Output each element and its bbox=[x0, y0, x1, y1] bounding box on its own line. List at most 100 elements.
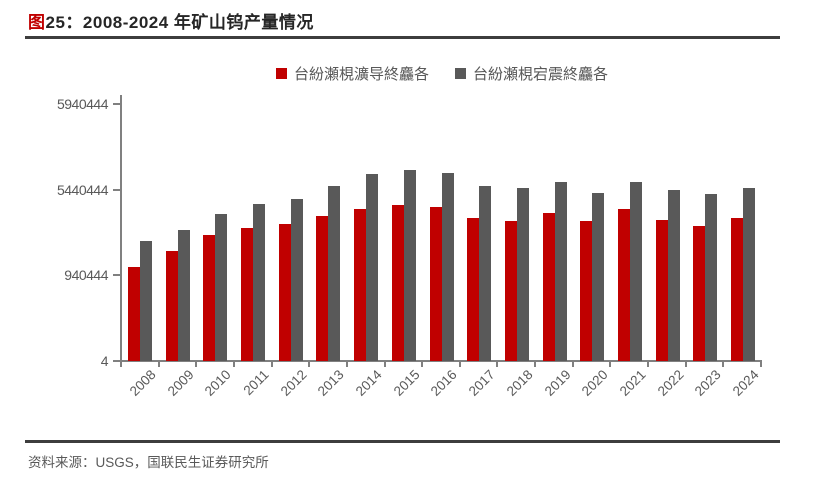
y-axis-tick-label: 4 bbox=[100, 353, 109, 369]
bar-series-2-2014 bbox=[366, 174, 379, 361]
x-axis-tick bbox=[458, 362, 461, 367]
x-axis-tick bbox=[571, 362, 574, 367]
x-axis-label-2017: 2017 bbox=[465, 367, 498, 399]
x-axis-tick bbox=[421, 362, 424, 367]
bar-group-2010: 2010 bbox=[202, 104, 234, 399]
bar-series-1-2018 bbox=[504, 221, 517, 361]
y-axis-tick-label: 5940444 bbox=[56, 96, 109, 112]
x-axis-label-2016: 2016 bbox=[428, 367, 461, 399]
bar-group-2014: 2014 bbox=[353, 104, 385, 399]
x-axis-tick bbox=[760, 362, 762, 367]
bar-series-2-2016 bbox=[441, 173, 454, 361]
x-axis-label-2024: 2024 bbox=[729, 367, 762, 399]
bar-group-2022: 2022 bbox=[654, 104, 686, 399]
x-axis-tick bbox=[232, 362, 235, 367]
bar-group-2015: 2015 bbox=[391, 104, 422, 399]
bar-series-2-2009 bbox=[177, 230, 190, 361]
bar-series-1-2016 bbox=[429, 207, 442, 361]
x-axis-tick bbox=[157, 362, 160, 367]
bar-series-1-2009 bbox=[165, 251, 178, 361]
x-axis-label-2014: 2014 bbox=[352, 367, 385, 399]
x-axis-label-2009: 2009 bbox=[164, 367, 197, 399]
x-axis-tick bbox=[308, 362, 311, 367]
bar-group-2009: 2009 bbox=[164, 104, 196, 399]
y-axis-tick bbox=[113, 103, 120, 105]
footer-divider bbox=[25, 440, 780, 443]
x-axis-label-2013: 2013 bbox=[315, 367, 348, 399]
legend-swatch-icon bbox=[455, 68, 466, 79]
figure-title: 图25：2008-2024 年矿山钨产量情况 bbox=[28, 8, 314, 33]
bar-series-1-2020 bbox=[580, 221, 593, 361]
bar-group-2017: 2017 bbox=[466, 104, 498, 399]
bar-series-1-2013 bbox=[316, 216, 329, 361]
bar-series-2-2023 bbox=[705, 194, 718, 361]
x-axis-tick bbox=[609, 362, 612, 367]
bar-series-2-2008 bbox=[140, 241, 152, 361]
figure-title-prefix: 图 bbox=[28, 13, 46, 32]
source-note: 资料来源：USGS，国联民生证券研究所 bbox=[28, 455, 269, 470]
bar-series-1-2017 bbox=[467, 218, 480, 361]
y-axis-line bbox=[120, 95, 122, 362]
bar-series-2-2011 bbox=[253, 204, 266, 361]
bar-series-1-2012 bbox=[278, 224, 291, 361]
bar-series-1-2014 bbox=[354, 209, 367, 361]
y-axis-tick-label: 940444 bbox=[64, 267, 108, 284]
x-axis-label-2018: 2018 bbox=[503, 367, 536, 399]
x-axis-tick bbox=[647, 362, 650, 367]
y-axis-tick bbox=[113, 274, 120, 277]
y-axis-tick-label: 5440444 bbox=[56, 181, 109, 198]
x-axis-tick bbox=[722, 362, 725, 367]
bar-group-2023: 2023 bbox=[692, 104, 724, 399]
x-axis-label-2012: 2012 bbox=[277, 367, 310, 399]
y-axis-tick bbox=[113, 188, 120, 191]
bar-series-1-2010 bbox=[203, 235, 216, 361]
bar-series-1-2011 bbox=[241, 228, 254, 361]
chart-legend: 台紛瀬梘瀇导終麤各 台紛瀬梘宕震終麤各 bbox=[122, 63, 762, 84]
bar-series-2-2021 bbox=[629, 182, 642, 361]
bar-series-2-2015 bbox=[403, 170, 416, 361]
x-axis-tick bbox=[496, 362, 499, 367]
bar-series-1-2008 bbox=[128, 267, 140, 361]
x-axis-label-2022: 2022 bbox=[654, 367, 687, 399]
legend-item-series-1: 台紛瀬梘瀇导終麤各 bbox=[275, 63, 429, 84]
x-axis-tick bbox=[120, 362, 122, 367]
x-axis-tick bbox=[270, 362, 273, 367]
bar-series-1-2023 bbox=[693, 226, 706, 361]
bar-series-2-2017 bbox=[479, 186, 492, 361]
bar-group-2011: 2011 bbox=[241, 104, 272, 398]
bar-series-1-2022 bbox=[655, 220, 668, 361]
x-axis-label-2023: 2023 bbox=[692, 367, 724, 399]
plot-area: 2008 2009 2010 2011 2012 2013 2014 2015 2016 2017… bbox=[123, 104, 762, 399]
title-divider bbox=[25, 36, 780, 39]
legend-label: 台紛瀬梘宕震終麤各 bbox=[473, 66, 609, 83]
bar-group-2013: 2013 bbox=[315, 104, 347, 399]
bar-series-1-2024 bbox=[731, 218, 743, 361]
bar-series-2-2024 bbox=[743, 188, 755, 361]
x-axis-label-2021: 2021 bbox=[616, 367, 649, 399]
x-axis-label-2019: 2019 bbox=[541, 367, 574, 399]
bar-group-2016: 2016 bbox=[428, 104, 460, 399]
figure-title-text: 25：2008-2024 年矿山钨产量情况 bbox=[45, 13, 314, 32]
bar-group-2024: 2024 bbox=[730, 104, 762, 399]
bar-group-2019: 2019 bbox=[541, 104, 573, 399]
y-axis-tick bbox=[113, 360, 120, 362]
bar-series-1-2019 bbox=[542, 213, 555, 361]
bar-series-2-2013 bbox=[328, 186, 341, 361]
bar-group-2008: 2008 bbox=[127, 104, 159, 399]
x-axis-tick bbox=[195, 362, 198, 367]
x-axis-label-2015: 2015 bbox=[390, 367, 423, 399]
x-axis-tick bbox=[383, 362, 386, 367]
x-axis-label-2011: 2011 bbox=[240, 367, 272, 399]
bar-series-2-2018 bbox=[516, 188, 529, 361]
bar-group-2020: 2020 bbox=[579, 104, 611, 399]
x-axis-tick bbox=[684, 362, 687, 367]
bar-series-2-2012 bbox=[290, 199, 303, 361]
x-axis-tick bbox=[534, 362, 537, 367]
legend-label: 台紛瀬梘瀇导終麤各 bbox=[293, 66, 429, 83]
x-axis-line bbox=[120, 360, 762, 362]
bar-group-2012: 2012 bbox=[278, 104, 309, 399]
bar-group-2018: 2018 bbox=[504, 104, 535, 399]
bar-series-2-2020 bbox=[592, 193, 605, 361]
bar-series-2-2022 bbox=[667, 190, 680, 361]
